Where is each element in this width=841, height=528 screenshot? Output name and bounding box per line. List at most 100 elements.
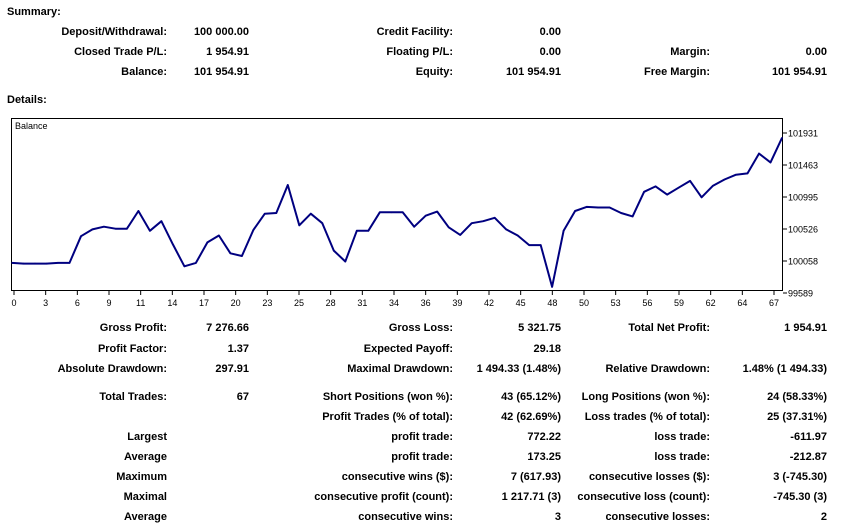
y-tick-label: 100995 (788, 193, 818, 203)
balance-point (264, 212, 266, 215)
free-margin-value: 101 954.91 (771, 66, 827, 78)
x-tick-label: 31 (357, 298, 367, 308)
short-positions-value: 43 (65.12%) (501, 391, 561, 403)
balance-point (68, 262, 71, 264)
balance-point (183, 265, 186, 268)
details-heading: Details: (7, 94, 47, 106)
largest-loss-value: -611.97 (790, 431, 827, 443)
maximal-consec-profit-value: 1 217.71 (3) (501, 491, 561, 503)
total-trades-label: Total Trades: (99, 391, 167, 403)
balance-point (344, 260, 347, 263)
equity-label: Equity: (415, 66, 453, 78)
max-consec-wins-value: 7 (617.93) (510, 471, 561, 483)
average-consec-label: Average (123, 511, 167, 523)
margin-label: Margin: (670, 46, 710, 58)
avg-consec-losses-label: consecutive losses: (605, 511, 710, 523)
x-tick-label: 42 (484, 298, 494, 308)
balance-point (57, 262, 59, 264)
short-positions-label: Short Positions (won %): (322, 391, 453, 403)
balance-point (34, 262, 36, 265)
average-loss-label: loss trade: (654, 451, 710, 463)
balance-label: Balance: (121, 66, 167, 78)
balance-point (229, 252, 232, 255)
balance-point (114, 227, 117, 230)
balance-point (597, 206, 599, 209)
balance-point (310, 212, 312, 215)
profit-factor-value: 1.37 (227, 343, 249, 355)
x-tick-label: 39 (452, 298, 462, 308)
balance-point (367, 229, 370, 232)
balance-point (700, 196, 703, 199)
balance-point (103, 225, 105, 228)
balance-point (332, 249, 335, 252)
equity-value: 101 954.91 (505, 66, 561, 78)
x-tick-label: 34 (389, 298, 399, 308)
balance-point (470, 222, 473, 225)
largest-profit-value: 772.22 (527, 431, 561, 443)
x-tick-label: 3 (43, 298, 48, 308)
balance-point (689, 180, 691, 182)
y-tick-label: 101931 (788, 129, 818, 139)
maximal-consec-loss-value: -745.30 (3) (773, 491, 827, 503)
summary-heading: Summary: (7, 6, 61, 18)
closed-pl-label: Closed Trade P/L: (74, 46, 167, 58)
y-tick-label: 100058 (788, 257, 818, 267)
x-tick-label: 45 (516, 298, 526, 308)
balance-chart: Balance 101931 101463 100995 100526 100058 995… (11, 121, 818, 308)
x-tick-label: 9 (106, 298, 111, 308)
x-tick-label: 23 (262, 298, 272, 308)
balance-point (149, 229, 151, 232)
balance-point (528, 244, 530, 246)
gross-loss-value: 5 321.75 (518, 322, 561, 334)
balance-point (562, 229, 565, 232)
balance-chart-frame (11, 118, 783, 291)
legend-balance: Balance (15, 121, 48, 131)
x-tick-label: 20 (231, 298, 241, 308)
balance-point (206, 241, 209, 244)
total-net-profit-value: 1 954.91 (784, 322, 827, 334)
avg-consec-losses-value: 2 (820, 511, 827, 523)
long-positions-value: 24 (58.33%) (767, 391, 827, 403)
largest-label: Largest (127, 431, 167, 443)
balance-point (585, 206, 588, 208)
balance-point (735, 173, 737, 176)
x-tick-label: 64 (737, 298, 747, 308)
x-tick-label: 48 (547, 298, 557, 308)
balance-point (275, 212, 278, 214)
balance-value: 101 954.91 (193, 66, 249, 78)
deposit-label: Deposit/Withdrawal: (61, 26, 167, 38)
y-tick-label: 100526 (788, 225, 818, 235)
average-profit-label: profit trade: (391, 451, 453, 463)
closed-pl-value: 1 954.91 (206, 46, 249, 58)
balance-point (574, 210, 576, 212)
x-tick-label: 67 (769, 298, 779, 308)
relative-drawdown-value: 1.48% (1 494.33) (742, 363, 827, 375)
x-tick-label: 0 (11, 298, 16, 308)
expected-payoff-label: Expected Payoff: (363, 343, 453, 355)
balance-point (321, 222, 324, 225)
maximum-label: Maximum (116, 471, 167, 483)
x-tick-label: 11 (136, 298, 145, 308)
balance-point (172, 243, 174, 246)
balance-series-line (11, 137, 783, 288)
balance-point (390, 211, 393, 214)
balance-point (447, 226, 450, 229)
balance-point (355, 229, 358, 232)
floating-pl-label: Floating P/L: (386, 46, 453, 58)
x-tick-label: 62 (706, 298, 716, 308)
maximal-drawdown-value: 1 494.33 (1.48%) (476, 363, 561, 375)
balance-point (11, 262, 13, 264)
x-tick-label: 53 (611, 298, 621, 308)
maximal-consec-loss-label: consecutive loss (count): (577, 491, 710, 503)
balance-point (287, 184, 289, 186)
margin-value: 0.00 (805, 46, 827, 58)
balance-point (723, 178, 726, 181)
balance-point (643, 191, 645, 193)
largest-loss-label: loss trade: (654, 431, 710, 443)
relative-drawdown-label: Relative Drawdown: (605, 363, 710, 375)
balance-point (401, 211, 404, 214)
profit-factor-label: Profit Factor: (97, 343, 167, 355)
balance-point (459, 234, 462, 236)
balance-point (218, 234, 220, 237)
absolute-drawdown-value: 297.91 (215, 363, 249, 375)
